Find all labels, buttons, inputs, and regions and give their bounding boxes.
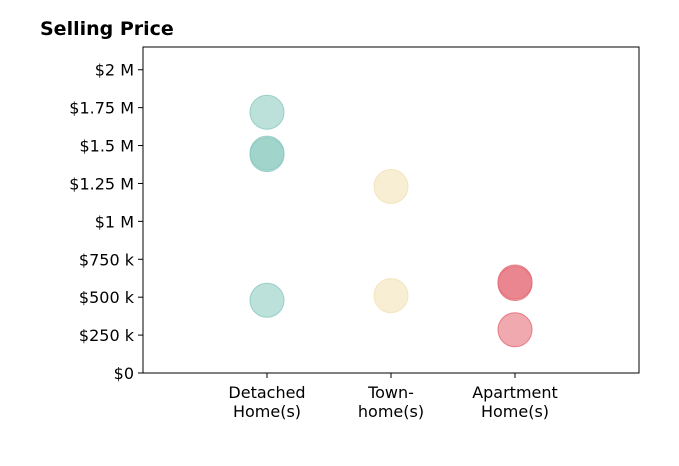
- data-point: [249, 94, 285, 130]
- y-tick-label: $500 k: [79, 288, 135, 307]
- y-tick-label: $1.5 M: [79, 137, 134, 156]
- data-point: [497, 266, 533, 302]
- y-tick-label: $1 M: [95, 212, 134, 231]
- data-point: [497, 312, 533, 348]
- data-point: [249, 282, 285, 318]
- x-tick-label: Detached Home(s): [228, 383, 305, 421]
- y-tick-label: $750 k: [79, 250, 135, 269]
- x-tick-label: Town-home(s): [358, 383, 424, 421]
- data-point: [373, 278, 409, 314]
- data-point: [373, 168, 409, 204]
- y-tick-label: $250 k: [79, 326, 135, 345]
- plot-area: $0 $250 k $500 k $750 k $1 M $1.25 M $1.5 M $1.…: [69, 46, 640, 421]
- x-tick-label: Apartment Home(s): [472, 383, 558, 421]
- y-tick-label: $1.25 M: [69, 174, 134, 193]
- plot-frame: [142, 46, 640, 374]
- y-tick-label: $2 M: [95, 61, 134, 80]
- y-tick-label: $1.75 M: [69, 99, 134, 118]
- data-point: [249, 137, 285, 173]
- y-tick-label: $0: [114, 364, 134, 383]
- chart-title: Selling Price: [40, 18, 174, 40]
